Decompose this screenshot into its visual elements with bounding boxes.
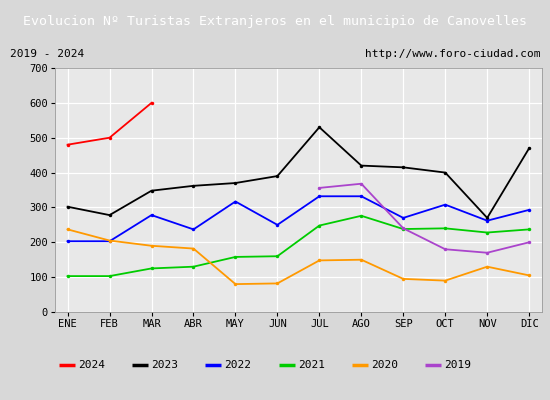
Text: Evolucion Nº Turistas Extranjeros en el municipio de Canovelles: Evolucion Nº Turistas Extranjeros en el … [23, 15, 527, 28]
2020 [358, 257, 365, 262]
Text: 2021: 2021 [298, 360, 324, 370]
2020 [442, 278, 449, 283]
2023 [64, 204, 71, 209]
2020 [526, 273, 532, 278]
2022 [442, 202, 449, 207]
2022 [232, 199, 239, 204]
2024 [106, 135, 113, 140]
2020 [106, 238, 113, 243]
2019 [358, 181, 365, 186]
Text: http://www.foro-ciudad.com: http://www.foro-ciudad.com [365, 49, 540, 59]
Line: 2019: 2019 [317, 182, 531, 255]
Text: 2024: 2024 [78, 360, 104, 370]
Text: 2019 - 2024: 2019 - 2024 [10, 49, 84, 59]
2021 [106, 274, 113, 278]
2023 [232, 181, 239, 186]
2023 [148, 188, 155, 193]
2021 [64, 274, 71, 278]
2022 [400, 216, 406, 220]
2021 [274, 254, 280, 259]
2022 [484, 218, 491, 223]
2021 [148, 266, 155, 271]
2021 [400, 227, 406, 232]
2019 [442, 247, 449, 252]
Line: 2022: 2022 [65, 194, 531, 243]
2020 [400, 276, 406, 281]
2021 [442, 226, 449, 231]
2021 [484, 230, 491, 235]
2022 [190, 227, 197, 232]
2022 [64, 239, 71, 244]
2023 [274, 174, 280, 178]
Text: 2023: 2023 [151, 360, 178, 370]
Line: 2024: 2024 [65, 101, 153, 147]
2024 [64, 142, 71, 147]
2022 [274, 222, 280, 227]
2022 [106, 239, 113, 244]
2020 [316, 258, 323, 263]
2020 [232, 282, 239, 286]
Text: 2020: 2020 [371, 360, 398, 370]
2019 [316, 186, 323, 190]
2020 [274, 281, 280, 286]
Line: 2023: 2023 [65, 125, 531, 220]
2021 [232, 254, 239, 259]
2021 [526, 227, 532, 232]
2022 [526, 208, 532, 212]
2023 [400, 165, 406, 170]
2022 [316, 194, 323, 199]
2019 [400, 226, 406, 231]
2022 [148, 213, 155, 218]
2021 [358, 213, 365, 218]
2022 [358, 194, 365, 199]
2020 [484, 264, 491, 269]
2021 [316, 223, 323, 228]
2023 [106, 213, 113, 218]
2023 [190, 184, 197, 188]
2020 [148, 243, 155, 248]
2023 [484, 216, 491, 220]
Line: 2020: 2020 [65, 227, 531, 286]
Text: 2019: 2019 [444, 360, 471, 370]
2023 [358, 163, 365, 168]
Text: 2022: 2022 [224, 360, 251, 370]
2019 [484, 250, 491, 255]
2021 [190, 264, 197, 269]
2020 [190, 246, 197, 251]
2019 [526, 240, 532, 245]
2023 [442, 170, 449, 175]
2020 [64, 227, 71, 232]
2023 [526, 146, 532, 150]
Line: 2021: 2021 [65, 214, 531, 278]
2023 [316, 125, 323, 130]
2024 [148, 100, 155, 105]
